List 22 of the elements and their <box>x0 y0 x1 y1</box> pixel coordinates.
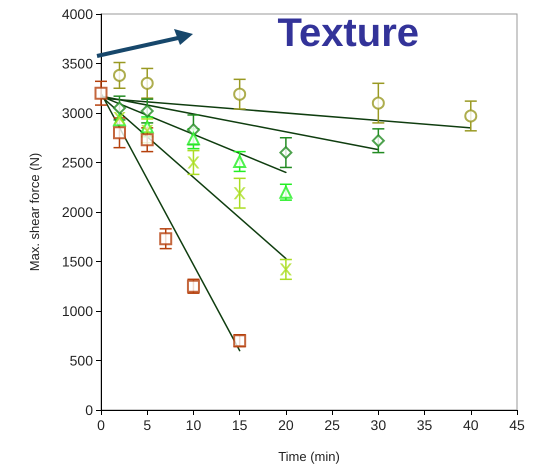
x-tick-label: 20 <box>278 417 294 433</box>
x-tick-label: 10 <box>186 417 202 433</box>
x-tick-label: 45 <box>509 417 525 433</box>
x-axis-title: Time (min) <box>278 449 340 464</box>
x-tick-label: 15 <box>232 417 248 433</box>
x-tick-label: 35 <box>416 417 433 433</box>
y-tick-label: 0 <box>85 402 94 418</box>
x-tick-label: 5 <box>143 417 152 433</box>
y-tick-label: 1000 <box>62 303 94 319</box>
x-tick-label: 25 <box>324 417 340 433</box>
y-axis-title: Max. shear force (N) <box>27 152 42 272</box>
x-tick-label: 30 <box>370 417 386 433</box>
y-tick-label: 4000 <box>62 6 94 22</box>
y-tick-label: 1500 <box>62 254 94 270</box>
y-tick-label: 500 <box>70 352 94 368</box>
y-tick-label: 2000 <box>62 204 94 220</box>
y-tick-label: 3000 <box>62 105 94 121</box>
y-tick-label: 3500 <box>62 56 94 72</box>
chart-title: Texture <box>277 11 420 55</box>
x-tick-label: 0 <box>97 417 106 433</box>
y-tick-label: 2500 <box>62 154 94 170</box>
x-tick-label: 40 <box>462 417 479 433</box>
